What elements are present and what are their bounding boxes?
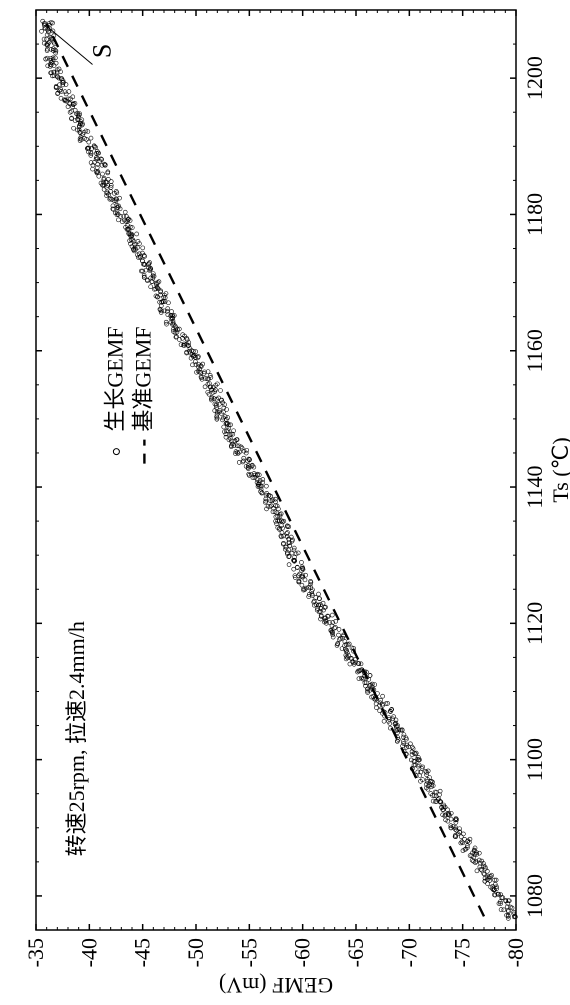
svg-text:1200: 1200 — [522, 56, 547, 100]
svg-text:1120: 1120 — [522, 602, 547, 645]
svg-text:-35: -35 — [23, 938, 48, 967]
svg-text:1100: 1100 — [522, 738, 547, 781]
svg-text:生长GEMF: 生长GEMF — [102, 326, 127, 431]
svg-text:-60: -60 — [290, 938, 315, 967]
svg-text:GEMF (mV): GEMF (mV) — [219, 973, 333, 998]
chart-stage: 1080 1100 1120 1140 1160 1180 1200 -80 -75 -70 -65… — [0, 0, 570, 1000]
svg-text:1080: 1080 — [522, 874, 547, 918]
svg-text:转速25rpm, 拉速2.4mm/h: 转速25rpm, 拉速2.4mm/h — [64, 621, 89, 856]
svg-text:Ts (℃): Ts (℃) — [548, 437, 570, 502]
svg-text:-55: -55 — [236, 938, 261, 967]
svg-text:基准GEMF: 基准GEMF — [130, 326, 155, 431]
svg-text:-80: -80 — [503, 938, 528, 967]
svg-text:1180: 1180 — [522, 193, 547, 236]
svg-text:-50: -50 — [183, 938, 208, 967]
svg-text:-70: -70 — [396, 938, 421, 967]
svg-text:-75: -75 — [450, 938, 475, 967]
svg-text:S: S — [88, 44, 117, 58]
svg-text:1140: 1140 — [522, 465, 547, 508]
svg-text:-65: -65 — [343, 938, 368, 967]
svg-text:-45: -45 — [130, 938, 155, 967]
svg-text:-40: -40 — [76, 938, 101, 967]
svg-text:1160: 1160 — [522, 329, 547, 372]
